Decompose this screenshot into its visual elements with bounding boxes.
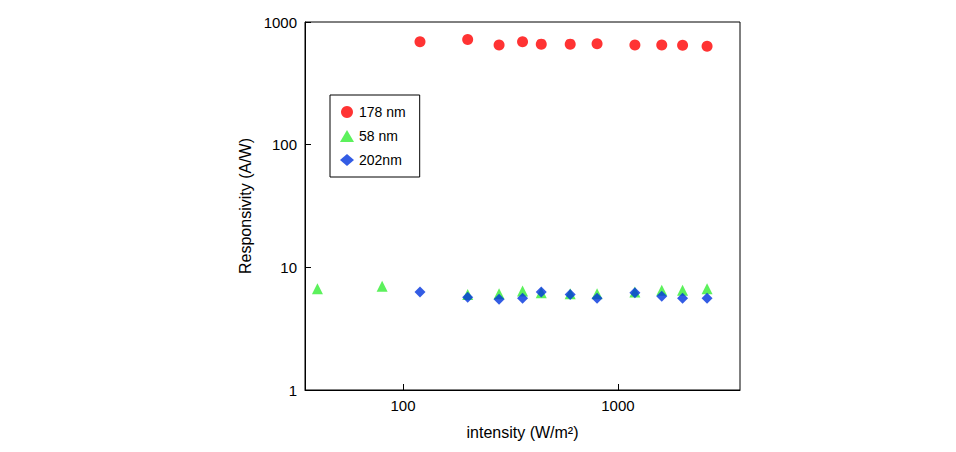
svg-text:10: 10	[280, 259, 297, 276]
svg-text:202nm: 202nm	[359, 152, 402, 168]
svg-text:178 nm: 178 nm	[359, 104, 406, 120]
svg-text:1000: 1000	[601, 397, 634, 414]
svg-text:intensity (W/m²): intensity (W/m²)	[467, 424, 579, 441]
svg-text:Responsivity (A/W): Responsivity (A/W)	[237, 138, 254, 274]
svg-text:100: 100	[390, 397, 415, 414]
svg-text:1000: 1000	[264, 14, 297, 31]
svg-text:100: 100	[272, 136, 297, 153]
svg-text:58 nm: 58 nm	[359, 128, 398, 144]
svg-text:1: 1	[289, 382, 297, 399]
